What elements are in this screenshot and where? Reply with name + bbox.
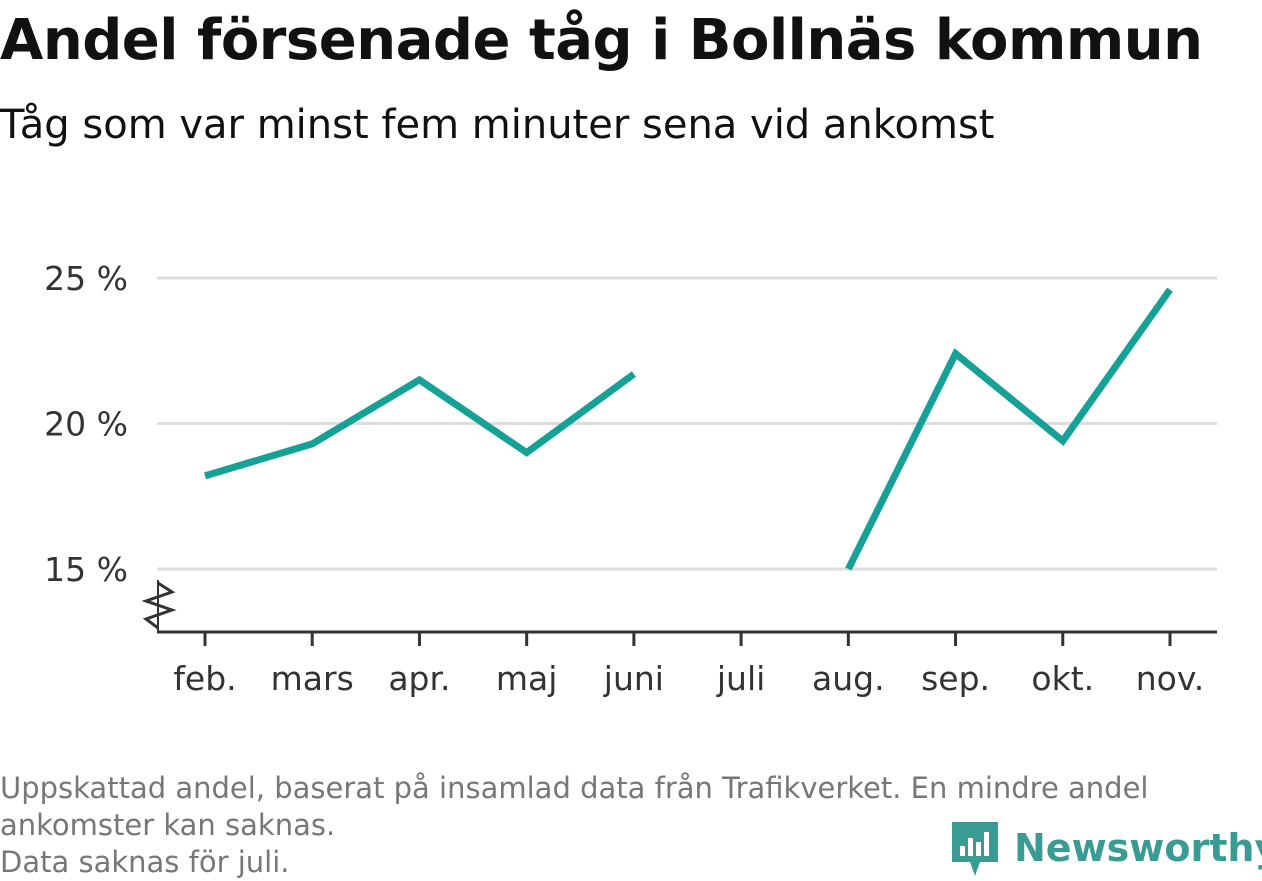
bar-chart-logo-icon xyxy=(952,822,998,876)
series xyxy=(203,287,1173,571)
footnote-line-2: ankomster kan saknas. xyxy=(0,808,336,842)
x-axis xyxy=(141,580,1217,634)
brand-logo: Newsworthy xyxy=(950,818,1262,878)
brand-name: Newsworthy xyxy=(1014,826,1262,870)
series-line-segment xyxy=(845,287,1173,571)
y-tick-label: 15 % xyxy=(44,550,128,589)
x-tick-label: juli xyxy=(716,659,765,698)
x-tick-label: juni xyxy=(603,659,664,698)
y-axis-ticks: 15 % 20 % 25 % xyxy=(44,259,128,589)
x-tick-label: maj xyxy=(496,659,558,698)
y-tick-label: 20 % xyxy=(44,405,128,444)
footnote-line-3: Data saknas för juli. xyxy=(0,845,290,879)
y-axis-break-icon xyxy=(141,581,177,630)
series-line-segment xyxy=(203,371,636,480)
footnote: Uppskattad andel, baserat på insamlad da… xyxy=(0,770,1250,881)
line-chart: 15 % 20 % 25 % feb. mars apr. maj juni juli aug.… xyxy=(44,259,1217,698)
x-tick-label: mars xyxy=(271,659,354,698)
footnote-line-1: Uppskattad andel, baserat på insamlad da… xyxy=(0,771,1149,805)
chart-subtitle: Tåg som var minst fem minuter sena vid a… xyxy=(0,102,995,148)
x-tick-label: aug. xyxy=(812,659,885,698)
x-tick-label: apr. xyxy=(388,659,450,698)
x-tick-label: sep. xyxy=(921,659,990,698)
x-tick-label: okt. xyxy=(1031,659,1094,698)
chart-title: Andel försenade tåg i Bollnäs kommun xyxy=(0,8,1203,73)
y-tick-label: 25 % xyxy=(44,259,128,298)
x-axis-ticks: feb. mars apr. maj juni juli aug. sep. okt. nov. xyxy=(173,632,1204,698)
x-tick-label: nov. xyxy=(1136,659,1205,698)
gridlines xyxy=(157,276,1217,571)
x-tick-label: feb. xyxy=(173,659,236,698)
